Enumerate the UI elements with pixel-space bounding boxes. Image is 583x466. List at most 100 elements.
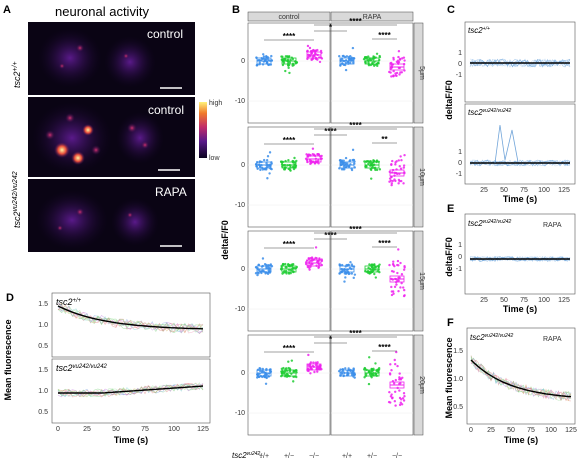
panel-c-letter: C <box>447 4 455 16</box>
d-ytick-top-2: 1.0 <box>38 322 48 329</box>
e-xtick-4: 100 <box>538 297 550 304</box>
panel-b-letter: B <box>232 4 240 16</box>
f-xtick-4: 75 <box>527 427 535 434</box>
significance-label: **** <box>349 225 362 234</box>
panel-b: B deltaF/F0 control RAPA 5μm0-10********… <box>220 4 425 460</box>
genotype-label-mut: tsc2vu242/vu242 <box>12 171 23 228</box>
e-xtick-1: 25 <box>480 297 488 304</box>
x-prefix: tsc2vu242: <box>232 451 263 460</box>
c-xtick-4: 100 <box>538 187 550 194</box>
significance-label: **** <box>283 344 296 353</box>
panel-c-bottom-frame <box>464 103 576 185</box>
c-ytick-top-1: 1 <box>458 50 462 57</box>
c-xlabel: Time (s) <box>503 194 537 204</box>
panel-b-ylabel: deltaF/F0 <box>220 220 230 260</box>
significance-label: **** <box>378 31 391 40</box>
significance-label: **** <box>378 343 391 352</box>
x-tick-1: +/+ <box>259 453 269 460</box>
d-xlabel: Time (s) <box>114 435 148 445</box>
panel-c: C deltaF/F0 tsc2+/+ tsc2vu242/vu242 1 0 … <box>444 4 576 204</box>
c-ytick-bot-1: 1 <box>458 149 462 156</box>
e-xtick-5: 125 <box>558 297 570 304</box>
panel-e-letter: E <box>447 203 454 215</box>
c-xtick-3: 75 <box>520 187 528 194</box>
significance-label: **** <box>324 127 337 136</box>
e-xtick-2: 50 <box>500 297 508 304</box>
significance-label: **** <box>349 121 362 130</box>
f-xtick-3: 50 <box>507 427 515 434</box>
e-xlabel: Time (s) <box>503 304 537 314</box>
d-xtick-3: 50 <box>112 426 120 433</box>
f-ytick-1: 1.5 <box>453 348 463 355</box>
e-xtick-3: 75 <box>520 297 528 304</box>
e-ytick-3: -1 <box>456 266 462 273</box>
d-xtick-2: 25 <box>83 426 91 433</box>
significance-label: **** <box>283 136 296 145</box>
strip-control: control <box>278 14 299 21</box>
panel-a-letter: A <box>3 4 11 16</box>
d-ytick-top-1: 1.5 <box>38 301 48 308</box>
ytick-neg10: -10 <box>235 202 245 209</box>
f-xtick-1: 0 <box>469 427 473 434</box>
significance-label: * <box>329 335 333 344</box>
colorbar-high: high <box>209 100 222 107</box>
ytick-0: 0 <box>241 266 245 273</box>
f-xtick-6: 125 <box>565 427 577 434</box>
panel-d-letter: D <box>6 292 14 304</box>
panel-f-tag: RAPA <box>543 336 562 343</box>
panel-c-sub1: tsc2+/+ <box>468 26 490 35</box>
facet-3: 15μm 0 -10 **** **** **** **** <box>235 225 425 332</box>
c-ytick-top-2: 0 <box>458 61 462 68</box>
ytick-0: 0 <box>241 58 245 65</box>
panel-b-facets: 5μm0-10*************10μm0-10************… <box>235 17 425 436</box>
significance-label: ** <box>381 135 388 144</box>
ytick-neg10: -10 <box>235 98 245 105</box>
significance-label: **** <box>378 239 391 248</box>
image-label-control-1: control <box>147 27 183 41</box>
facet-strip-label: 5μm <box>418 66 425 80</box>
c-ytick-bot-2: 0 <box>458 160 462 167</box>
significance-label: **** <box>283 32 296 41</box>
colorbar <box>199 102 207 158</box>
d-xtick-4: 75 <box>141 426 149 433</box>
facet-strip-label: 15μm <box>418 272 425 290</box>
d-ytick-bot-3: 0.5 <box>38 409 48 416</box>
panel-f-sub: tsc2vu242/vu242 <box>470 333 514 342</box>
x-tick-3: −/− <box>309 453 319 460</box>
panel-f-letter: F <box>447 317 454 329</box>
panel-e-ylabel: deltaF/F0 <box>444 237 454 277</box>
panel-d-sub1: tsc2+/+ <box>56 297 82 307</box>
image-label-rapa: RAPA <box>155 185 187 199</box>
ytick-0: 0 <box>241 370 245 377</box>
panel-a-title: neuronal activity <box>55 4 149 19</box>
x-tick-2: +/− <box>284 453 294 460</box>
c-ytick-bot-3: -1 <box>456 171 462 178</box>
x-tick-6: −/− <box>392 453 402 460</box>
panel-d-ylabel: Mean fluorescence <box>3 319 13 400</box>
panel-e: E deltaF/F0 tsc2vu242/vu242 RAPA 1 0 -1 … <box>444 203 576 314</box>
ytick-neg10: -10 <box>235 410 245 417</box>
significance-label: **** <box>324 231 337 240</box>
panel-d: D Mean fluorescence tsc2+/+ tsc2vu242/vu… <box>3 292 211 445</box>
panel-c-ylabel: deltaF/F0 <box>444 80 454 120</box>
f-xtick-2: 25 <box>487 427 495 434</box>
panel-f-frame <box>466 327 576 425</box>
c-xtick-2: 50 <box>500 187 508 194</box>
panel-f-ylabel: Mean fluorescence <box>444 337 454 418</box>
f-xtick-5: 100 <box>545 427 557 434</box>
significance-label: * <box>329 23 333 32</box>
x-tick-4: +/+ <box>342 453 352 460</box>
significance-label: **** <box>349 17 362 26</box>
significance-label: **** <box>283 240 296 249</box>
f-ytick-3: 0.5 <box>453 404 463 411</box>
ytick-neg10: -10 <box>235 306 245 313</box>
significance-label: **** <box>349 329 362 338</box>
panel-d-sub2: tsc2vu242/vu242 <box>56 363 108 373</box>
facet-strip-label: 20μm <box>418 376 425 394</box>
d-xtick-6: 125 <box>197 426 209 433</box>
c-xtick-1: 25 <box>480 187 488 194</box>
